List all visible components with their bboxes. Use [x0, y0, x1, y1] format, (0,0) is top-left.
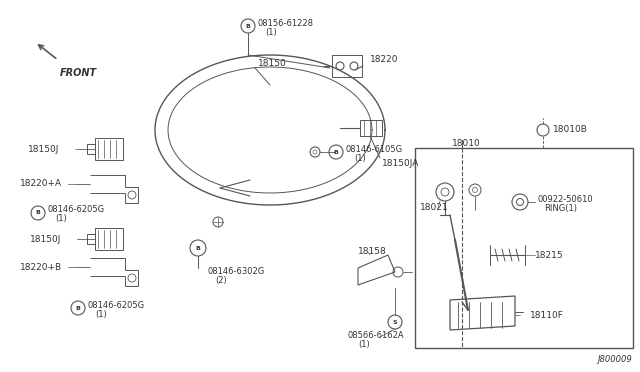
Text: 18150J: 18150J	[30, 234, 61, 244]
Bar	[332, 55, 362, 77]
Bar	[87, 234, 95, 244]
Text: 00922-50610: 00922-50610	[538, 195, 594, 203]
Bar	[95, 228, 123, 250]
Text: RING(1): RING(1)	[544, 203, 577, 212]
Bar	[415, 148, 633, 348]
Text: 18215: 18215	[535, 250, 564, 260]
Text: 08146-6205G: 08146-6205G	[48, 205, 105, 215]
Text: 18110F: 18110F	[530, 311, 564, 320]
Text: 18021: 18021	[420, 203, 449, 212]
Text: FRONT: FRONT	[60, 68, 97, 78]
Text: (1): (1)	[265, 28, 276, 36]
Text: 08566-6162A: 08566-6162A	[348, 330, 404, 340]
Text: 18220+B: 18220+B	[20, 263, 62, 272]
Text: B: B	[333, 150, 339, 154]
Text: 18150JA: 18150JA	[382, 158, 419, 167]
Text: (2): (2)	[215, 276, 227, 285]
Text: 08146-6105G: 08146-6105G	[346, 144, 403, 154]
Text: S: S	[393, 320, 397, 324]
Bar	[95, 138, 123, 160]
Text: B: B	[196, 246, 200, 250]
Text: (1): (1)	[354, 154, 365, 163]
Text: 18220+A: 18220+A	[20, 180, 62, 189]
Text: 08146-6205G: 08146-6205G	[88, 301, 145, 310]
Text: 18010: 18010	[452, 138, 481, 148]
Text: 18220: 18220	[370, 55, 399, 64]
Text: (1): (1)	[95, 310, 107, 318]
Text: B: B	[36, 211, 40, 215]
Text: 18158: 18158	[358, 247, 387, 257]
Text: J800009: J800009	[597, 355, 632, 364]
Text: 18150J: 18150J	[28, 144, 60, 154]
Bar	[87, 144, 95, 154]
Text: B: B	[76, 305, 81, 311]
Text: 08156-61228: 08156-61228	[257, 19, 313, 28]
Text: 18150: 18150	[258, 60, 287, 68]
Text: 08146-6302G: 08146-6302G	[208, 267, 265, 276]
Text: 18010B: 18010B	[553, 125, 588, 135]
Text: B: B	[246, 23, 250, 29]
Bar	[360, 120, 382, 136]
Text: (1): (1)	[358, 340, 370, 349]
Text: (1): (1)	[55, 215, 67, 224]
